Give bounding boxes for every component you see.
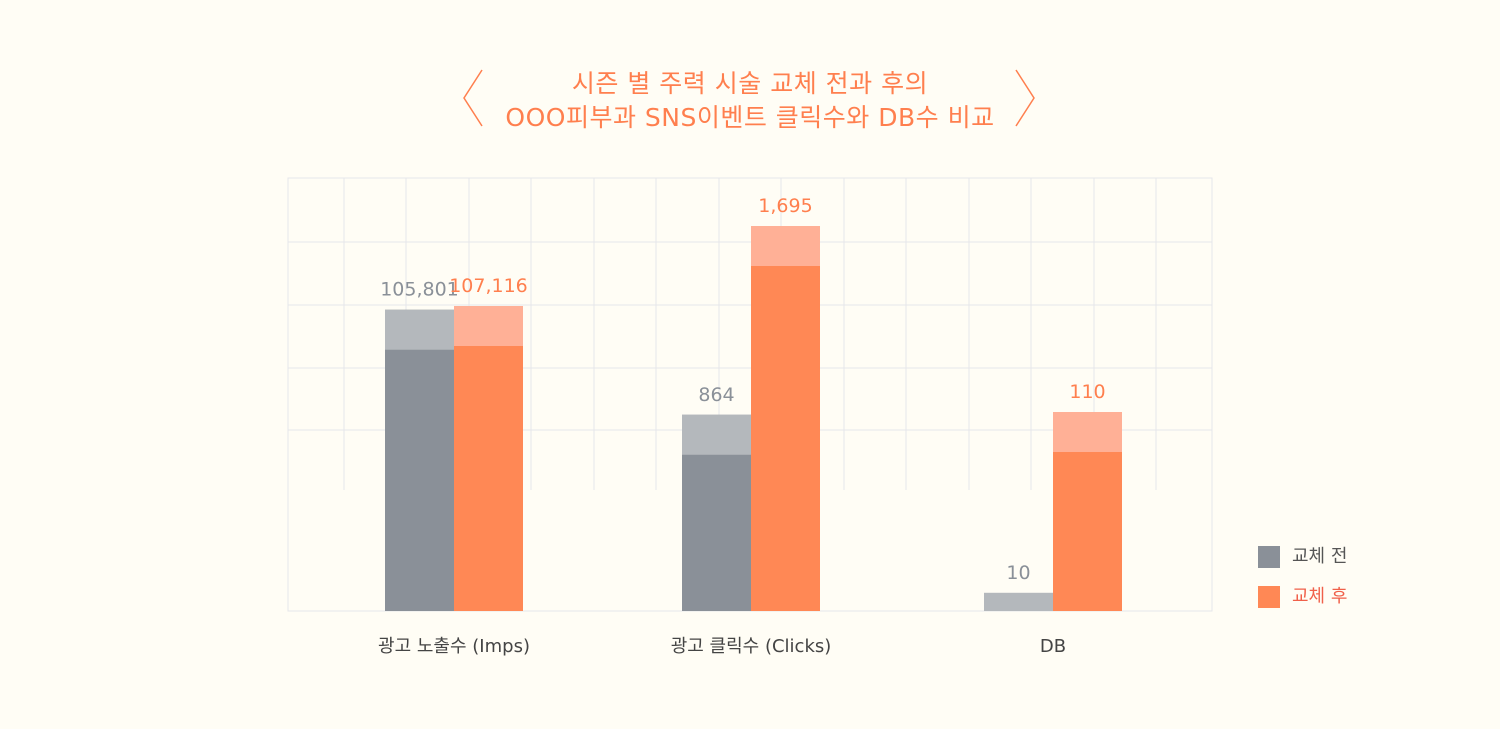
chart-title: 시즌 별 주력 시술 교체 전과 후의 OOO피부과 SNS이벤트 클릭수와 D… xyxy=(0,60,1500,140)
bar-cap-after-1 xyxy=(751,226,820,266)
value-label-after-1: 1,695 xyxy=(758,195,812,217)
bar-cap-before-0 xyxy=(385,309,454,350)
value-label-after-2: 110 xyxy=(1069,381,1105,403)
bar-after-0 xyxy=(454,306,523,611)
legend-item-after: 교체 후 xyxy=(1258,584,1368,624)
legend-label-before: 교체 전 xyxy=(1292,546,1348,567)
title-line-1: 시즌 별 주력 시술 교체 전과 후의 xyxy=(571,69,929,98)
bar-before-0 xyxy=(385,309,454,611)
category-label-1: 광고 클릭수 (Clicks) xyxy=(671,636,832,657)
chart-legend: 교체 전 교체 후 xyxy=(1258,544,1368,624)
value-label-after-0: 107,116 xyxy=(449,275,528,297)
category-label-2: DB xyxy=(1040,636,1066,657)
bar-cap-before-2 xyxy=(984,592,1053,611)
right-chevron-icon xyxy=(1015,69,1035,127)
title-line-2: OOO피부과 SNS이벤트 클릭수와 DB수 비교 xyxy=(505,103,995,132)
value-label-before-1: 864 xyxy=(698,384,734,406)
bar-cap-after-2 xyxy=(1053,412,1122,452)
bar-after-1 xyxy=(751,226,820,611)
left-chevron-icon xyxy=(463,69,483,127)
bar-cap-after-0 xyxy=(454,306,523,346)
category-label-0: 광고 노출수 (Imps) xyxy=(378,636,530,657)
chart-bars xyxy=(385,226,1122,611)
value-label-before-0: 105,801 xyxy=(380,279,459,301)
legend-label-after: 교체 후 xyxy=(1292,586,1348,607)
bar-cap-before-1 xyxy=(682,414,751,455)
value-label-before-2: 10 xyxy=(1006,562,1030,584)
legend-swatch-before xyxy=(1258,546,1280,568)
legend-swatch-after xyxy=(1258,586,1280,608)
legend-item-before: 교체 전 xyxy=(1258,544,1368,584)
